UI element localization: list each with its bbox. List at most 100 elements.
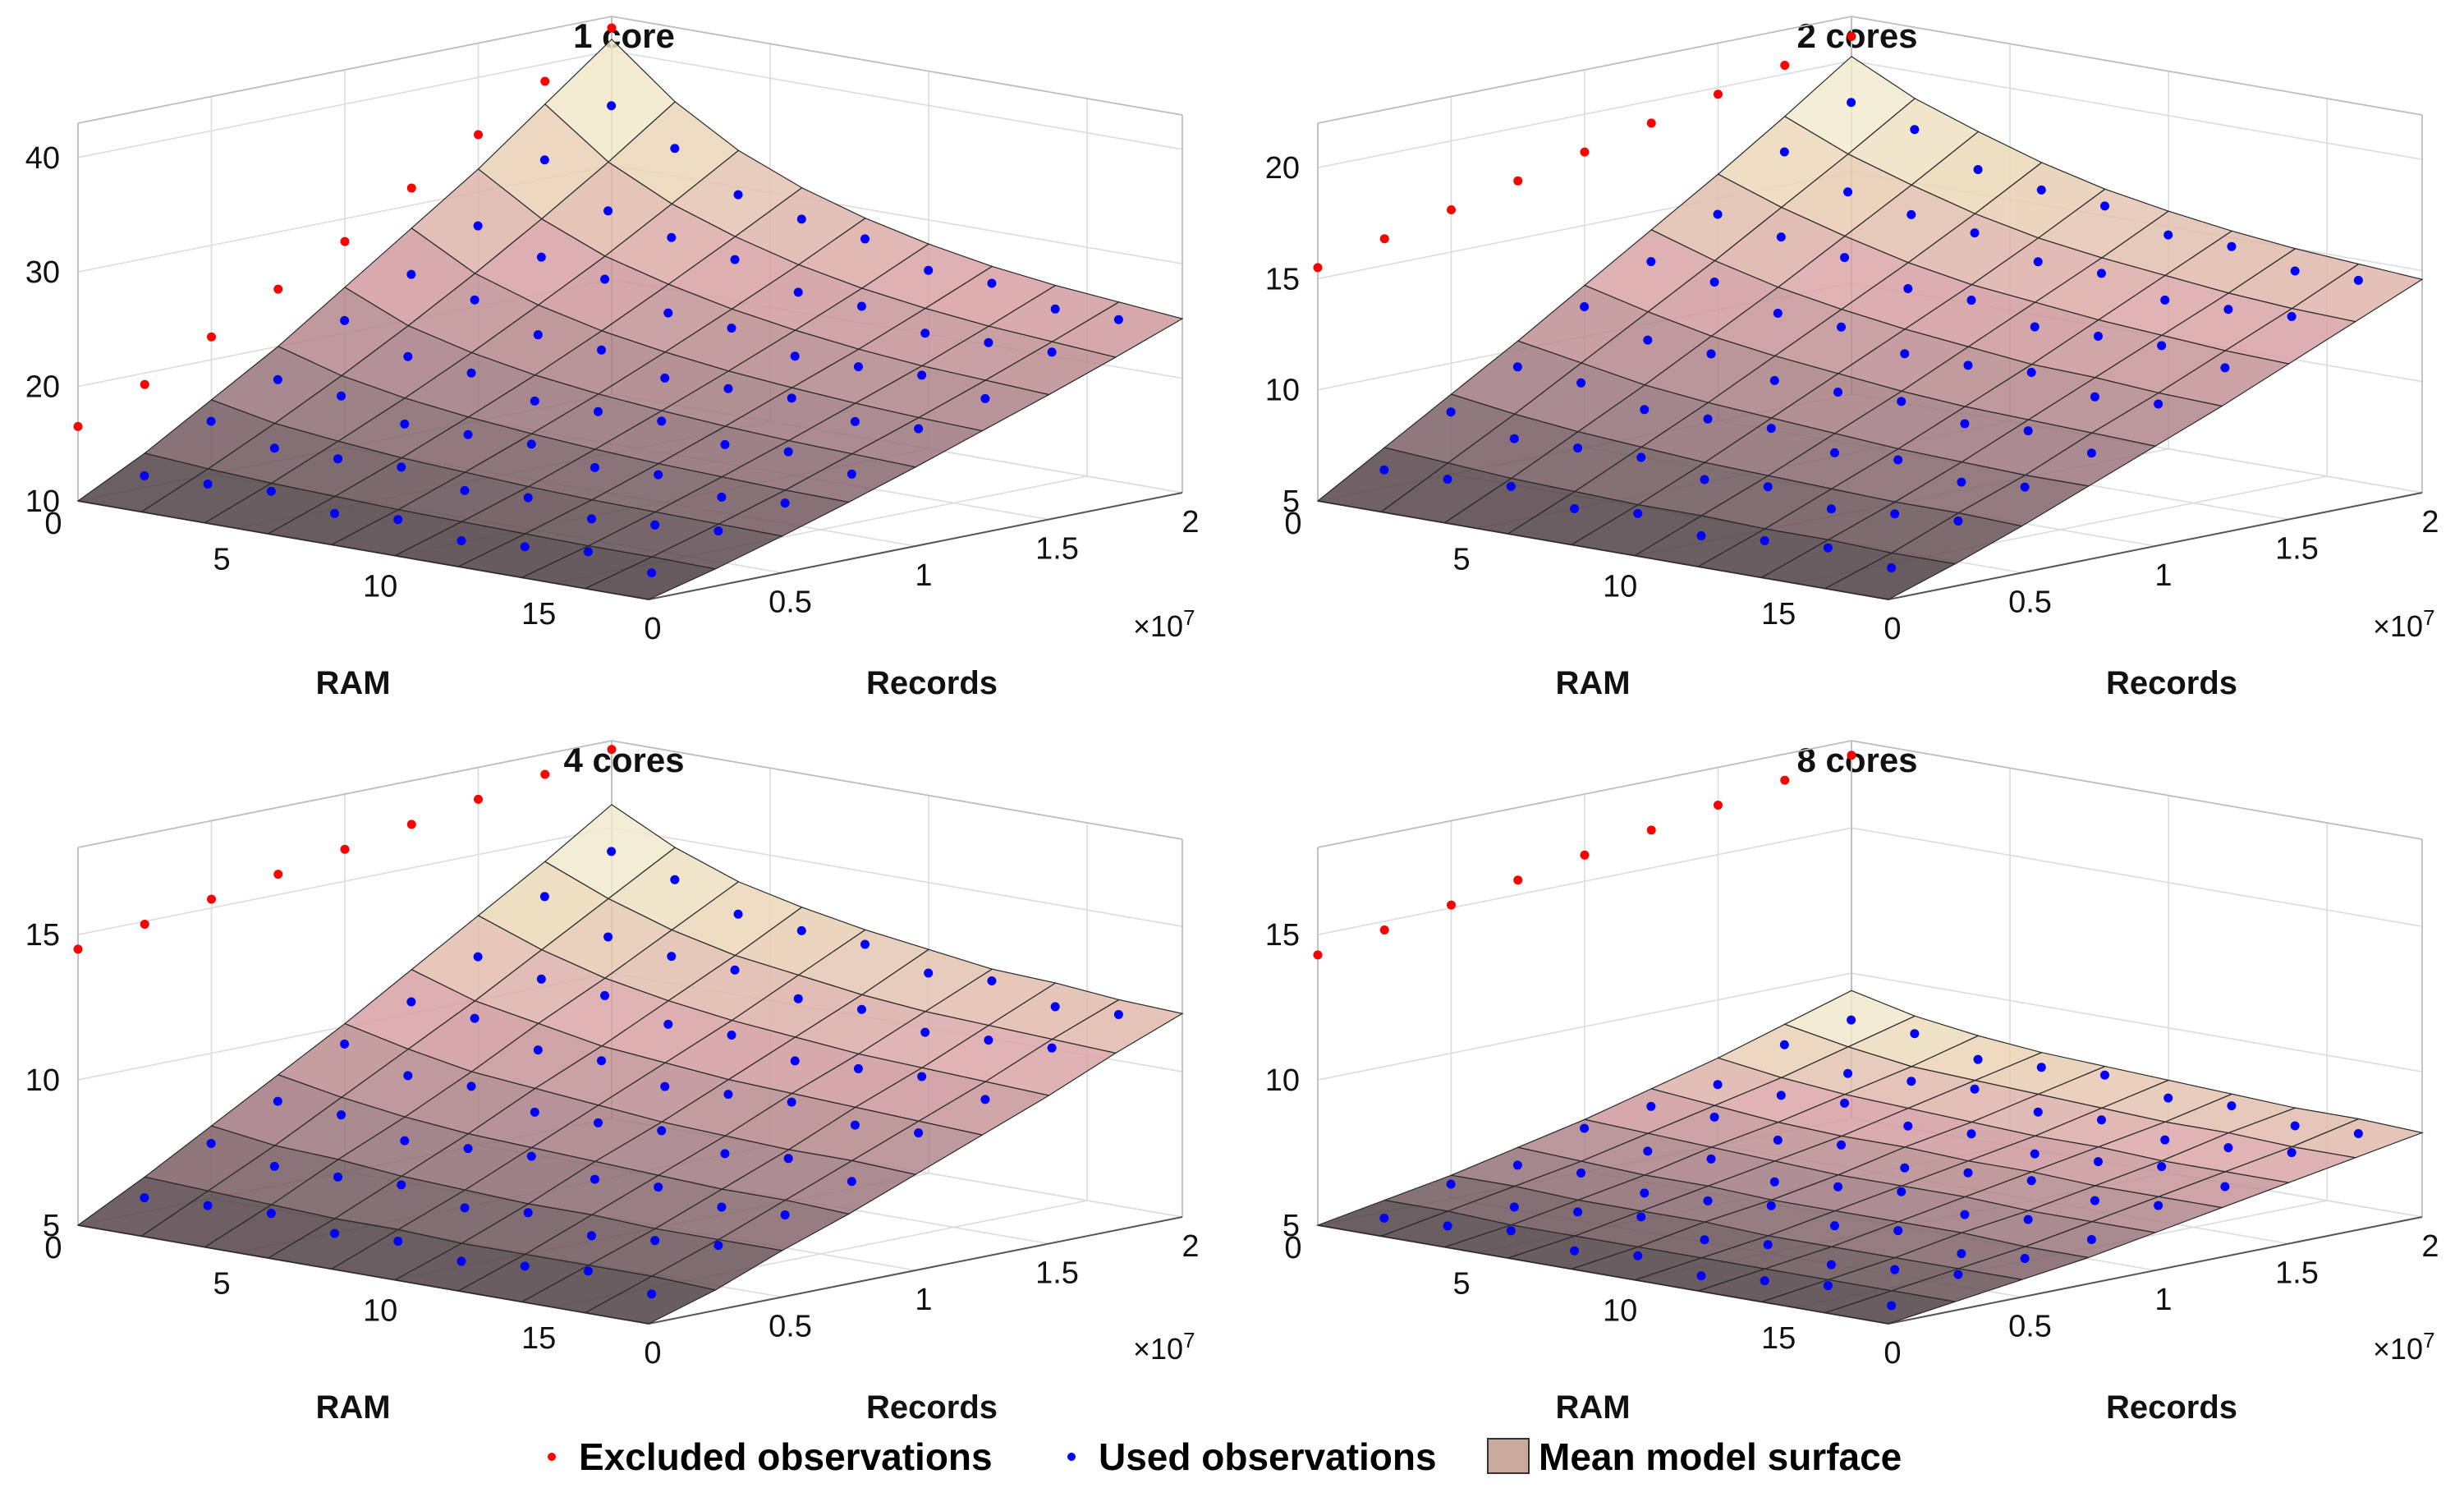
used-observation-point	[1509, 1202, 1519, 1212]
ram-tick-label: 15	[1761, 1321, 1796, 1356]
used-observation-point	[1700, 1235, 1709, 1245]
used-observation-point	[924, 265, 934, 275]
used-observation-point	[1833, 388, 1842, 397]
used-observation-point	[536, 974, 546, 984]
records-tick-label: 2	[1182, 505, 1199, 540]
excluded-observation-point	[1379, 234, 1389, 244]
excluded-observation-point	[540, 769, 550, 779]
used-observation-point	[667, 952, 677, 962]
used-observation-point	[583, 547, 593, 557]
used-observation-point	[1843, 1068, 1853, 1078]
used-observation-point	[1973, 164, 1983, 174]
used-observation-point	[1779, 1040, 1789, 1049]
used-observation-point	[1703, 414, 1713, 424]
used-observation-point	[1379, 465, 1389, 475]
records-tick-label: 0	[1884, 1336, 1901, 1371]
used-observation-point	[1713, 1080, 1723, 1090]
used-observation-point	[1050, 304, 1060, 314]
used-observation-point	[539, 155, 549, 165]
used-observation-point	[654, 1182, 663, 1192]
used-observation-point	[663, 308, 673, 318]
used-observation-point	[1890, 509, 1900, 519]
used-observation-point	[2163, 1093, 2173, 1103]
used-observation-point	[1636, 1212, 1646, 1222]
panel-title: 2 cores	[1796, 16, 1917, 55]
used-observation-point	[607, 847, 617, 856]
used-observation-point	[2227, 241, 2237, 251]
used-observation-point	[1840, 253, 1850, 263]
ram-tick-label: 0	[1284, 1231, 1301, 1265]
used-observation-point	[2100, 201, 2109, 211]
excluded-observation-point	[1780, 775, 1790, 785]
z-tick-label: 10	[25, 484, 60, 519]
used-observation-point	[1966, 1129, 1976, 1139]
used-observation-point	[987, 278, 997, 288]
used-observation-point	[397, 462, 406, 472]
excluded-observation-point	[1714, 90, 1723, 99]
surface-patch	[583, 556, 718, 600]
used-observation-point	[647, 568, 657, 578]
ram-axis-label: RAM	[1555, 665, 1630, 701]
legend-surface-label: Mean model surface	[1539, 1435, 1902, 1478]
used-observation-point	[1769, 1177, 1779, 1187]
used-observation-point	[793, 994, 803, 1003]
used-observation-point	[2290, 266, 2300, 276]
z-tick-label: 15	[25, 918, 60, 953]
used-observation-point	[533, 1045, 543, 1055]
used-observation-point	[590, 1174, 599, 1184]
used-observation-point	[530, 1107, 539, 1117]
model-surface	[1315, 990, 2425, 1325]
used-observation-point	[1646, 257, 1656, 267]
used-observation-point	[2020, 1254, 2030, 1264]
used-observation-point	[1823, 543, 1833, 553]
used-observation-point	[2287, 311, 2297, 321]
used-observation-point	[140, 1193, 149, 1203]
excluded-observation-point	[1847, 751, 1856, 760]
used-observation-point	[2086, 1234, 2096, 1244]
z-tick-label: 10	[25, 1063, 60, 1098]
used-observation-point	[2093, 1157, 2103, 1167]
used-observation-point	[1709, 1112, 1719, 1122]
used-observation-point	[2026, 1176, 2036, 1186]
used-observation-point	[1910, 125, 1920, 135]
surface-patch	[1823, 552, 1957, 600]
z-tick-label: 20	[1265, 151, 1300, 186]
used-observation-point	[2220, 363, 2230, 373]
used-observation-point	[783, 447, 793, 457]
used-observation-point	[457, 536, 466, 546]
used-observation-point	[717, 492, 727, 502]
used-observation-point	[1903, 283, 1913, 293]
used-observation-point	[603, 932, 613, 942]
records-tick-label: 0.5	[2008, 585, 2052, 620]
used-observation-point	[1047, 347, 1057, 357]
used-observation-point	[647, 1289, 657, 1299]
used-observation-point	[980, 393, 990, 403]
used-observation-point	[2154, 399, 2163, 409]
used-observation-point	[406, 997, 416, 1007]
panel-title: 1 core	[573, 16, 675, 55]
model-surface	[76, 804, 1184, 1325]
used-observation-point	[1763, 482, 1773, 492]
used-observation-point	[853, 1063, 863, 1073]
used-observation-point	[1769, 375, 1779, 385]
used-observation-point	[1823, 1281, 1833, 1291]
used-observation-point	[1847, 98, 1856, 108]
used-observation-point	[600, 990, 610, 1000]
ram-tick-label: 0	[1284, 507, 1301, 541]
ram-tick-label: 0	[44, 1231, 62, 1265]
gridline	[1317, 827, 2423, 935]
used-observation-point	[526, 439, 536, 449]
records-tick-label: 0.5	[769, 1310, 812, 1344]
used-observation-point	[400, 1136, 410, 1146]
excluded-observation-point	[1714, 801, 1723, 810]
used-observation-point	[206, 416, 216, 426]
used-observation-point	[2023, 426, 2033, 436]
used-observation-point	[1837, 1140, 1847, 1150]
z-tick-label: 5	[1282, 1209, 1300, 1243]
records-axis-line	[648, 1216, 1183, 1325]
excluded-observation-point	[474, 794, 483, 804]
